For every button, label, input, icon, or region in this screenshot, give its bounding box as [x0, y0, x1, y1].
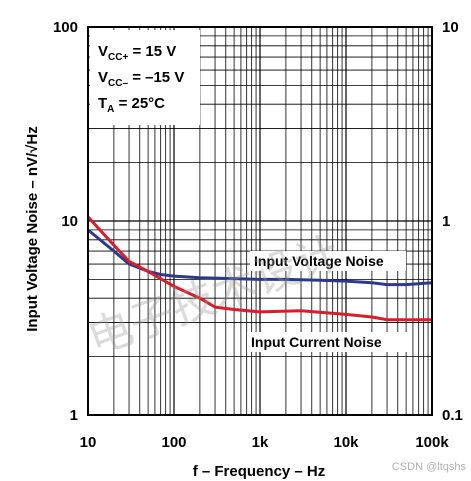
x-tick-label: 100 — [161, 434, 186, 451]
x-tick-label: 1k — [252, 434, 269, 451]
conditions-box — [90, 30, 200, 125]
y-right-tick-label: 0.1 — [442, 407, 463, 424]
series-line-current-noise — [86, 215, 432, 322]
series-label-current: Input Current Noise — [251, 334, 382, 350]
condition-vcc-minus: VCC– = –15 V — [98, 69, 184, 89]
credit-text: CSDN @ltqshs — [392, 461, 467, 473]
y-axis-title: Input Voltage Noise – nV/√Hz — [24, 126, 41, 331]
y-left-tick-label: 100 — [53, 19, 78, 36]
series-label-voltage: Input Voltage Noise — [254, 253, 384, 269]
x-tick-label: 10k — [333, 434, 359, 451]
plot-frame — [87, 26, 433, 416]
x-tick-label: 10 — [80, 434, 97, 451]
condition-vcc-plus: VCC+ = 15 V — [98, 43, 176, 63]
y-left-tick-label: 1 — [70, 407, 78, 424]
y-left-tick-label: 10 — [61, 213, 78, 230]
y-right-tick-label: 10 — [442, 19, 459, 36]
series-lines — [86, 215, 433, 322]
current-label-bg — [247, 332, 407, 352]
y-right-tick-label: 1 — [442, 213, 450, 230]
x-tick-label: 100k — [415, 434, 449, 451]
x-axis-title: f – Frequency – Hz — [193, 463, 326, 480]
condition-ta: TA = 25°C — [98, 95, 165, 115]
voltage-label-bg — [250, 251, 406, 271]
